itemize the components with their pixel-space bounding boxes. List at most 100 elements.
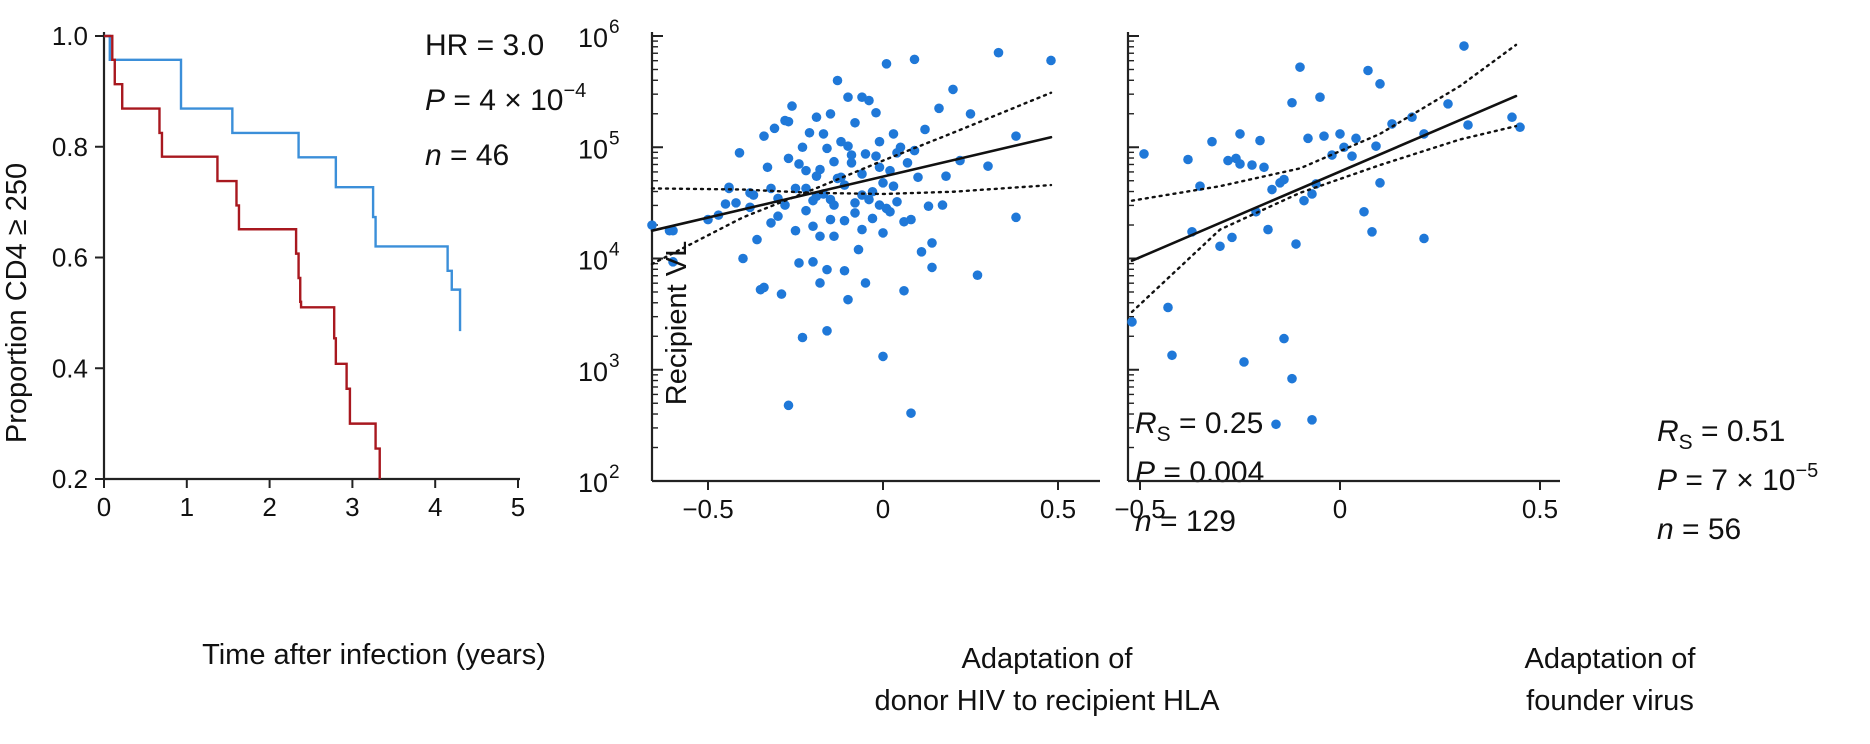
donor-point	[860, 149, 871, 159]
km-axes: 0 1 2 3 4 5 0.2 0.4 0.6 0.8 1.0	[52, 21, 525, 522]
donor-point	[832, 75, 843, 86]
donor-point	[881, 59, 892, 69]
founder-point	[1267, 184, 1277, 195]
donor-point	[899, 216, 909, 227]
donor-y-tick-label: 10	[578, 134, 608, 164]
donor-point	[1011, 212, 1021, 223]
donor-point	[1046, 55, 1056, 66]
founder-point	[1459, 41, 1469, 51]
founder-point	[1235, 159, 1245, 169]
founder-point	[1463, 120, 1473, 130]
founder-point	[1227, 232, 1237, 243]
donor-point	[822, 326, 832, 336]
donor-point	[787, 101, 797, 111]
founder-x-tick-label: 0	[1333, 494, 1347, 524]
founder-point	[1223, 155, 1233, 166]
km-x-tick-label: 2	[262, 492, 276, 522]
donor-point	[815, 164, 825, 175]
donor-point	[850, 117, 860, 128]
donor-y-tick-exponent: 4	[609, 240, 620, 261]
donor-point	[738, 253, 748, 264]
km-x-tick-label: 4	[428, 492, 442, 522]
km-y-tick-label: 0.2	[52, 464, 88, 494]
founder-point	[1375, 79, 1385, 89]
founder-point	[1263, 224, 1273, 235]
founder-point	[1239, 357, 1249, 367]
founder-fit	[1130, 43, 1518, 314]
donor-point	[878, 178, 888, 188]
donor-point	[825, 214, 836, 225]
donor-point	[780, 200, 790, 210]
donor-point	[934, 103, 944, 114]
founder-point	[1235, 129, 1245, 139]
donor-point	[769, 123, 780, 134]
donor-points	[647, 47, 1056, 418]
founder-regression-line	[1130, 94, 1518, 263]
founder-point	[1207, 136, 1217, 147]
km-curve-blue	[104, 34, 462, 332]
donor-x-tick-label: 0	[876, 494, 890, 524]
founder-points	[1127, 41, 1525, 430]
donor-x-axis-label-line1: Adaptation of	[962, 643, 1134, 675]
donor-point	[776, 289, 787, 299]
donor-x-tick-label: −0.5	[682, 494, 733, 524]
founder-point	[1271, 419, 1281, 430]
km-n-annotation: n = 46	[425, 139, 509, 172]
donor-point	[846, 158, 857, 168]
donor-y-tick-label: 10	[578, 23, 608, 53]
founder-point	[1443, 99, 1453, 109]
founder-point	[1407, 112, 1417, 123]
founder-point	[1507, 112, 1517, 123]
km-x-tick-label: 5	[511, 492, 525, 522]
founder-x-axis-label-line2: founder virus	[1526, 685, 1694, 717]
donor-y-tick-exponent: 2	[609, 462, 620, 483]
donor-p-annotation: P = 0.004	[1135, 456, 1264, 489]
founder-point	[1359, 206, 1369, 217]
donor-fit	[650, 91, 1053, 266]
donor-point	[822, 264, 832, 275]
founder-p-annotation: P = 7 × 10−5	[1657, 460, 1818, 497]
donor-y-tick-exponent: 6	[609, 17, 620, 38]
km-y-tick-label: 1.0	[52, 21, 88, 51]
founder-point	[1335, 129, 1345, 139]
donor-point	[923, 201, 934, 212]
scatter-panel-founder: −0.5 0 0.5 Adaptation of founder virus RS …	[1114, 32, 1818, 717]
founder-point	[1259, 162, 1269, 173]
founder-point	[1371, 141, 1381, 151]
donor-point	[909, 54, 920, 65]
donor-y-tick-exponent: 3	[609, 351, 620, 372]
donor-point	[724, 182, 734, 193]
donor-point	[927, 262, 937, 273]
founder-n-annotation: n = 56	[1657, 513, 1741, 546]
founder-point	[1347, 151, 1357, 161]
donor-point	[752, 234, 762, 245]
donor-point	[888, 181, 899, 191]
km-x-tick-label: 1	[180, 492, 194, 522]
donor-point	[857, 224, 867, 235]
km-x-axis-label: Time after infection (years)	[202, 639, 546, 671]
donor-point	[790, 225, 801, 236]
founder-axes: −0.5 0 0.5	[1114, 32, 1560, 524]
founder-point	[1367, 227, 1377, 237]
founder-point	[1167, 350, 1177, 361]
km-y-axis-label: Proportion CD4 ≥ 250	[1, 163, 33, 443]
founder-point	[1295, 62, 1305, 72]
donor-point	[647, 220, 657, 230]
donor-x-tick-label: 0.5	[1040, 494, 1076, 524]
founder-point	[1279, 333, 1289, 344]
founder-point	[1351, 133, 1361, 144]
donor-point	[941, 171, 951, 181]
donor-point	[825, 109, 836, 119]
donor-point	[871, 107, 881, 118]
km-x-tick-label: 3	[345, 492, 359, 522]
donor-point	[885, 165, 895, 176]
founder-x-tick-label: 0.5	[1522, 494, 1558, 524]
donor-point	[748, 190, 759, 200]
donor-point	[867, 213, 878, 224]
donor-point	[874, 162, 885, 173]
donor-point	[762, 162, 773, 173]
donor-point	[829, 200, 839, 210]
donor-point	[948, 84, 958, 95]
